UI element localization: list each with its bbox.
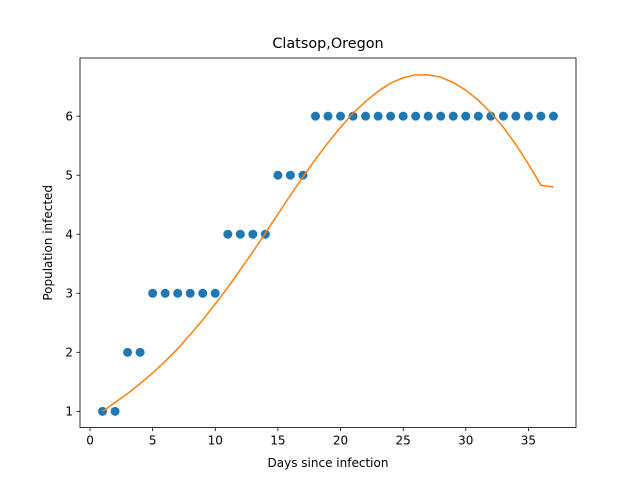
y-tick-label: 4	[65, 227, 73, 241]
x-tick-label: 0	[86, 434, 94, 448]
data-point	[148, 288, 158, 298]
data-point	[235, 229, 245, 239]
data-point	[398, 111, 408, 121]
data-point	[523, 111, 533, 121]
data-point	[173, 288, 183, 298]
data-point	[323, 111, 333, 121]
data-point	[498, 111, 508, 121]
data-point	[336, 111, 346, 121]
data-point	[110, 406, 120, 416]
data-point	[548, 111, 558, 121]
data-point	[273, 170, 283, 180]
data-point	[223, 229, 233, 239]
y-axis-ticks: 1 2 3 4 5 6	[65, 109, 80, 419]
data-point	[423, 111, 433, 121]
x-tick-label: 5	[149, 434, 157, 448]
y-tick-label: 1	[65, 405, 73, 419]
data-point	[123, 347, 133, 357]
data-point	[198, 288, 208, 298]
data-point	[98, 406, 108, 416]
x-tick-label: 25	[396, 434, 411, 448]
data-point	[135, 347, 145, 357]
data-point	[248, 229, 258, 239]
y-tick-label: 3	[65, 286, 73, 300]
data-point	[160, 288, 170, 298]
fit-curve-line	[102, 74, 554, 412]
x-tick-label: 30	[458, 434, 473, 448]
axes-frame	[79, 57, 577, 429]
data-point	[486, 111, 496, 121]
data-point	[436, 111, 446, 121]
data-point	[210, 288, 220, 298]
x-axis-ticks: 0 5 10 15 20 25 30 35	[86, 427, 536, 448]
data-point	[448, 111, 458, 121]
x-tick-label: 20	[333, 434, 348, 448]
chart-title: Clatsop,Oregon	[272, 36, 383, 52]
y-tick-label: 2	[65, 346, 73, 360]
y-tick-label: 5	[65, 168, 73, 182]
data-point	[386, 111, 396, 121]
data-point	[511, 111, 521, 121]
data-point	[536, 111, 546, 121]
data-point	[285, 170, 295, 180]
x-axis-label: Days since infection	[268, 456, 389, 470]
data-point	[373, 111, 383, 121]
x-tick-label: 10	[208, 434, 223, 448]
plot-area	[98, 74, 558, 416]
data-point	[361, 111, 371, 121]
data-point	[310, 111, 320, 121]
data-point	[461, 111, 471, 121]
x-tick-label: 15	[270, 434, 285, 448]
data-point	[185, 288, 195, 298]
data-point	[348, 111, 358, 121]
y-axis-label: Population infected	[41, 185, 55, 301]
x-tick-label: 35	[521, 434, 536, 448]
y-tick-label: 6	[65, 109, 73, 123]
data-point	[411, 111, 421, 121]
data-point	[473, 111, 483, 121]
